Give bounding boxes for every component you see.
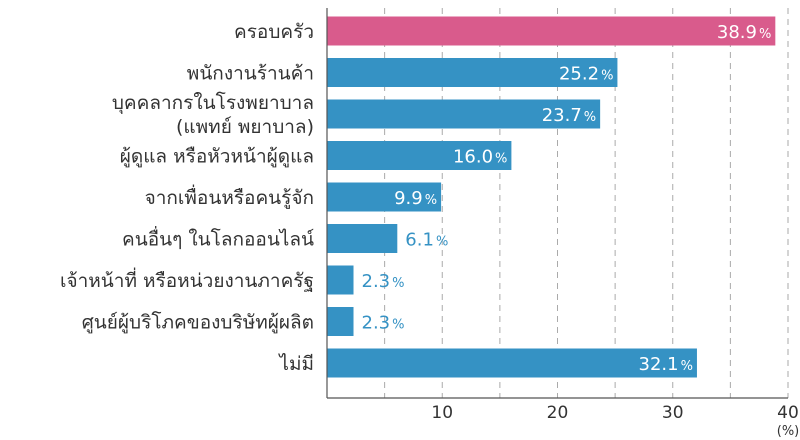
value-label: 9.9% [394,188,437,209]
bar [327,224,398,253]
value-suffix: % [681,359,693,374]
bar [327,307,354,336]
value-label: 38.9% [717,22,771,43]
value-label: 6.1% [405,230,448,251]
category-labels: ครอบครัวพนักงานร้านค้าบุคคลากรในโรงพยาบา… [60,21,314,375]
value-number: 6.1 [405,230,434,251]
category-label: เจ้าหน้าที่ หรือหน่วยงานภาครัฐ [60,267,314,292]
value-number: 16.0 [453,147,493,168]
value-number: 2.3 [362,313,391,334]
category-label: บุคคลากรในโรงพยาบาล [112,91,314,115]
bar [327,348,697,378]
value-label: 16.0% [453,147,507,168]
x-tick-label: 10 [431,403,453,423]
value-number: 38.9 [717,22,757,43]
value-suffix: % [759,27,771,42]
category-label: (แพทย์ พยาบาล) [176,116,314,138]
grid-lines [384,8,789,398]
value-suffix: % [436,235,448,250]
category-label: จากเพื่อนหรือคนรู้จัก [145,184,314,209]
x-tick-label: 30 [662,403,684,423]
value-number: 9.9 [394,188,423,209]
category-label: ไม่มี [277,353,314,375]
bar [327,141,512,170]
bar [327,182,442,212]
x-tick-label: 20 [547,403,569,423]
value-suffix: % [392,276,404,291]
value-number: 32.1 [639,354,679,375]
value-label: 23.7% [542,105,596,126]
value-number: 2.3 [362,271,391,292]
x-axis: 10 20 30 40(%) [326,8,800,439]
bar [327,58,618,87]
value-label: 2.3% [362,271,405,292]
category-label: ผู้ดูแล หรือหัวหน้าผู้ดูแล [120,146,314,168]
bar [327,99,601,129]
x-tick-label: 40 [777,403,799,423]
bars [327,16,776,378]
category-label: ศูนย์ผู้บริโภคของบริษัทผู้ผลิต [82,311,314,334]
value-suffix: % [392,318,404,333]
category-label: พนักงานร้านค้า [187,63,314,85]
value-suffix: % [601,69,613,84]
bar [327,16,776,46]
value-label: 32.1% [639,354,693,375]
value-label: 2.3% [362,313,405,334]
value-number: 25.2 [559,64,599,85]
value-labels: 38.9 %25.2 %23.7 %16.0 %9.9 %6.1 %2.3 %2.3 %32.1… [362,22,772,375]
value-suffix: % [495,152,507,167]
value-suffix: % [584,110,596,125]
x-unit-label: (%) [777,424,800,439]
value-number: 23.7 [542,105,582,126]
category-label: ครอบครัว [234,21,314,43]
value-label: 25.2% [559,64,613,85]
category-label: คนอื่นๆ ในโลกออนไลน์ [122,226,314,251]
value-suffix: % [425,193,437,208]
bar [327,265,354,295]
